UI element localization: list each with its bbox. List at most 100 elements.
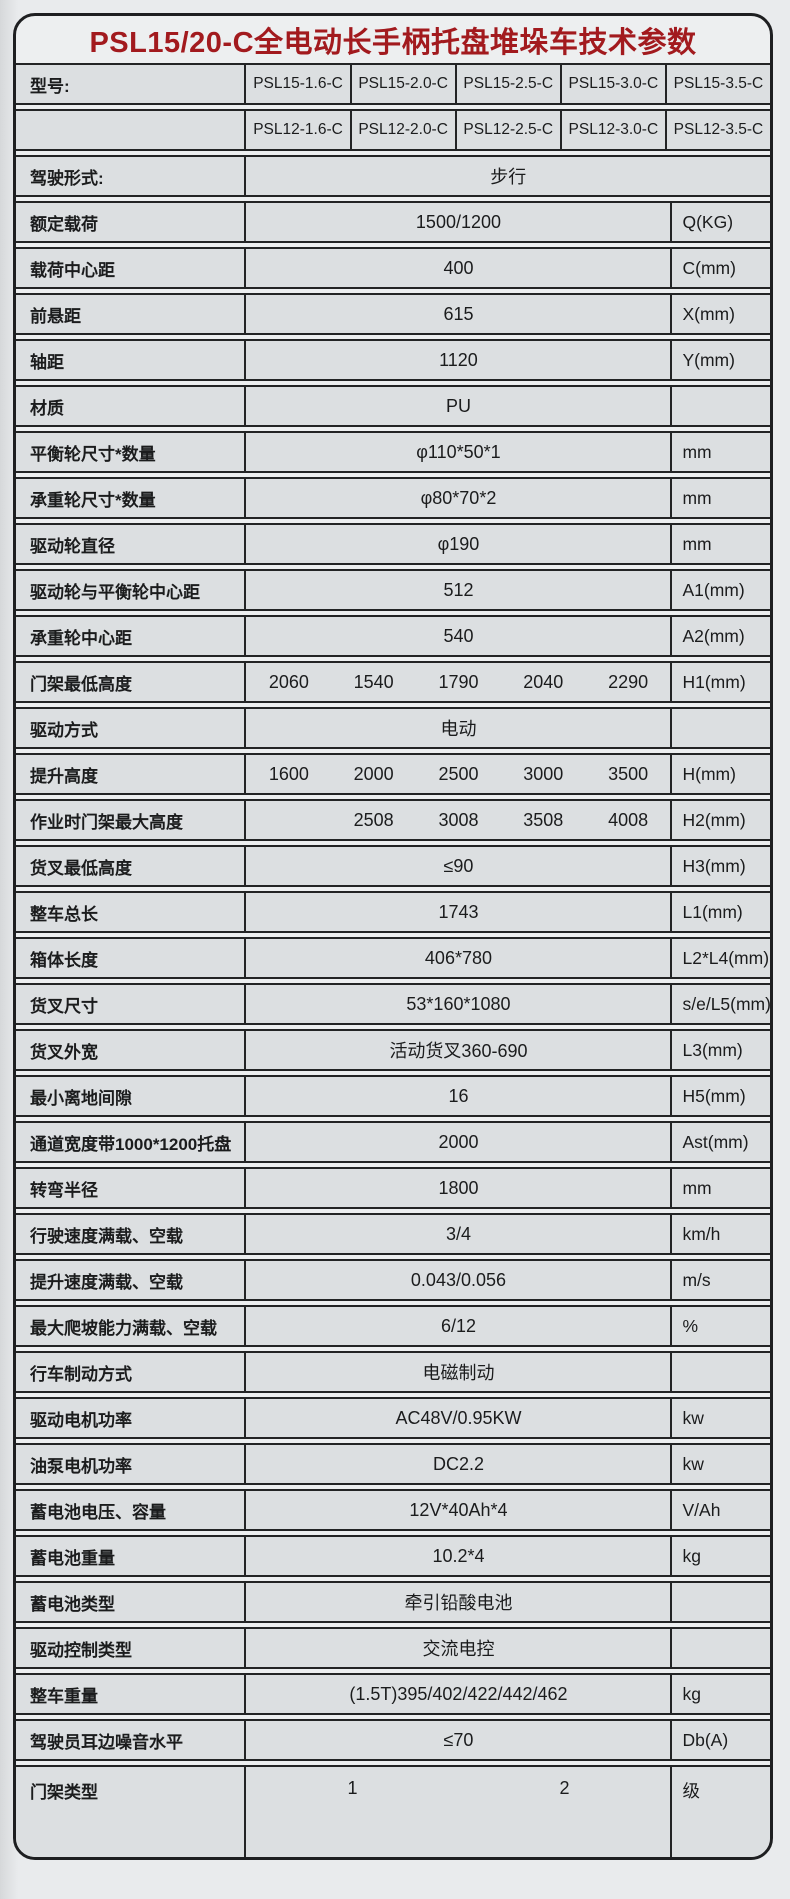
spec-row: 承重轮尺寸*数量 φ80*70*2 mm [16,477,770,519]
spec-unit: A2(mm) [670,617,770,655]
model-cell: PSL12-3.5-C [664,111,770,149]
spec-value-group: 2508 3008 3508 4008 [244,801,670,839]
spec-value: 活动货叉360-690 [244,1031,670,1069]
spec-row: 最小离地间隙 16 H5(mm) [16,1075,770,1117]
spec-row: 整车重量 (1.5T)395/402/422/442/462 kg [16,1673,770,1715]
spec-unit: A1(mm) [670,571,770,609]
spec-row: 轴距 1120 Y(mm) [16,339,770,381]
spec-value: ≤90 [244,847,670,885]
spec-unit: H2(mm) [670,801,770,839]
spec-row: 箱体长度 406*780 L2*L4(mm) [16,937,770,979]
spec-value: 0.043/0.056 [244,1261,670,1299]
spec-unit [670,1583,770,1621]
spec-label: 驱动轮直径 [30,536,115,556]
spec-row: 转弯半径 1800 mm [16,1167,770,1209]
spec-value: 540 [244,617,670,655]
spec-unit [670,387,770,425]
spec-label: 货叉最低高度 [30,858,132,878]
spec-row: 最大爬坡能力满载、空载 6/12% [16,1305,770,1347]
spec-value: DC2.2 [244,1445,670,1483]
spec-value: 2500 [438,763,479,784]
spec-value: 615 [244,295,670,333]
spec-row: 提升高度 1600 2000 2500 3000 3500 H(mm) [16,753,770,795]
spec-value: 1500/1200 [244,203,670,241]
spec-label: 驱动方式 [30,720,98,740]
spec-unit: H5(mm) [670,1077,770,1115]
spec-value: 2000 [353,763,394,784]
spec-unit: H1(mm) [670,663,770,701]
spec-value: (1.5T)395/402/422/442/462 [244,1675,670,1713]
spec-value: 1 [347,1778,358,1798]
model-cell: PSL15-2.0-C [349,65,455,103]
spec-row: 材质 PU [16,385,770,427]
spec-value: 4008 [608,809,649,830]
spec-value: 2040 [523,671,564,692]
spec-label: 额定载荷 [30,214,98,234]
spec-row: 作业时门架最大高度 2508 3008 3508 4008 H2(mm) [16,799,770,841]
spec-row: 油泵电机功率 DC2.2 kw [16,1443,770,1485]
walk-type-row: 驾驶形式: 步行 [16,155,770,197]
spec-label: 驾驶员耳边噪音水平 [30,1732,183,1752]
spec-row: 行驶速度满载、空载 3/4 km/h [16,1213,770,1255]
spec-label: 材质 [30,398,64,418]
model-cell: PSL12-3.0-C [559,111,665,149]
header-row-psl15: 型号: PSL15-1.6-C PSL15-2.0-C PSL15-2.5-C … [16,63,770,105]
spec-row: 通道宽度带1000*1200托盘 2000 Ast(mm) [16,1121,770,1163]
spec-unit: H(mm) [670,755,770,793]
spec-value: φ80*70*2 [244,479,670,517]
spec-value-group: 2060 1540 1790 2040 2290 [244,663,670,701]
spec-rows-container: 额定载荷 1500/1200 Q(KG) 载荷中心距 400 C(mm) 前悬距 615 X(m… [16,201,770,1857]
spec-unit: L2*L4(mm) [670,939,770,977]
spec-unit: L3(mm) [670,1031,770,1069]
spec-unit: kg [670,1675,770,1713]
spec-value: 交流电控 [244,1629,670,1667]
spec-value-group: 1600 2000 2500 3000 3500 [244,755,670,793]
spec-value: AC48V/0.95KW [244,1399,670,1437]
spec-table: 型号: PSL15-1.6-C PSL15-2.0-C PSL15-2.5-C … [16,63,770,1857]
spec-label: 提升速度满载、空载 [30,1272,183,1292]
spec-value: φ190 [244,525,670,563]
spec-value: 电磁制动 [244,1353,670,1391]
spec-value: 1743 [244,893,670,931]
spec-row: 驾驶员耳边噪音水平 ≤70 Db(A) [16,1719,770,1761]
spec-row: 驱动控制类型 交流电控 [16,1627,770,1669]
spec-value: 1600 [268,763,309,784]
spec-label: 蓄电池类型 [30,1594,115,1614]
spec-value: 3500 [608,763,649,784]
spec-unit: C(mm) [670,249,770,287]
spec-row: 货叉最低高度 ≤90 H3(mm) [16,845,770,887]
model-cell: PSL12-2.5-C [454,111,560,149]
spec-label: 轴距 [30,352,64,372]
spec-label: 行车制动方式 [30,1364,132,1384]
spec-value: 2290 [608,671,649,692]
spec-value: 电动 [244,709,670,747]
spec-unit: L1(mm) [670,893,770,931]
spec-card: PSL15/20-C全电动长手柄托盘堆垛车技术参数 型号: PSL15-1.6-… [13,13,773,1860]
spec-row: 蓄电池类型 牵引铅酸电池 [16,1581,770,1623]
spec-unit: % [670,1307,770,1345]
spec-label: 行驶速度满载、空载 [30,1226,183,1246]
spec-value [246,801,331,839]
spec-label: 承重轮中心距 [30,628,132,648]
spec-value: ≤70 [244,1721,670,1759]
spec-value: 10.2*4 [244,1537,670,1575]
spec-value: 12V*40Ah*4 [244,1491,670,1529]
spec-unit: mm [670,433,770,471]
model-header-label-empty [16,111,244,149]
spec-unit: s/e/L5(mm) [670,985,770,1023]
spec-unit: 级 [670,1767,770,1857]
spec-label: 通道宽度带1000*1200托盘 [30,1134,232,1154]
spec-value: 1120 [244,341,670,379]
spec-label: 载荷中心距 [30,260,115,280]
spec-value: 2 [559,1778,570,1798]
spec-label: 前悬距 [30,306,81,326]
spec-unit: mm [670,1169,770,1207]
spec-label: 驾驶形式: [30,168,104,188]
model-cell: PSL15-3.5-C [664,65,770,103]
spec-row: 货叉尺寸 53*160*1080 s/e/L5(mm) [16,983,770,1025]
spec-value: 3008 [438,809,479,830]
spec-value: 2060 [268,671,309,692]
spec-unit: Ast(mm) [670,1123,770,1161]
spec-unit: V/Ah [670,1491,770,1529]
spec-value: 步行 [244,157,770,195]
